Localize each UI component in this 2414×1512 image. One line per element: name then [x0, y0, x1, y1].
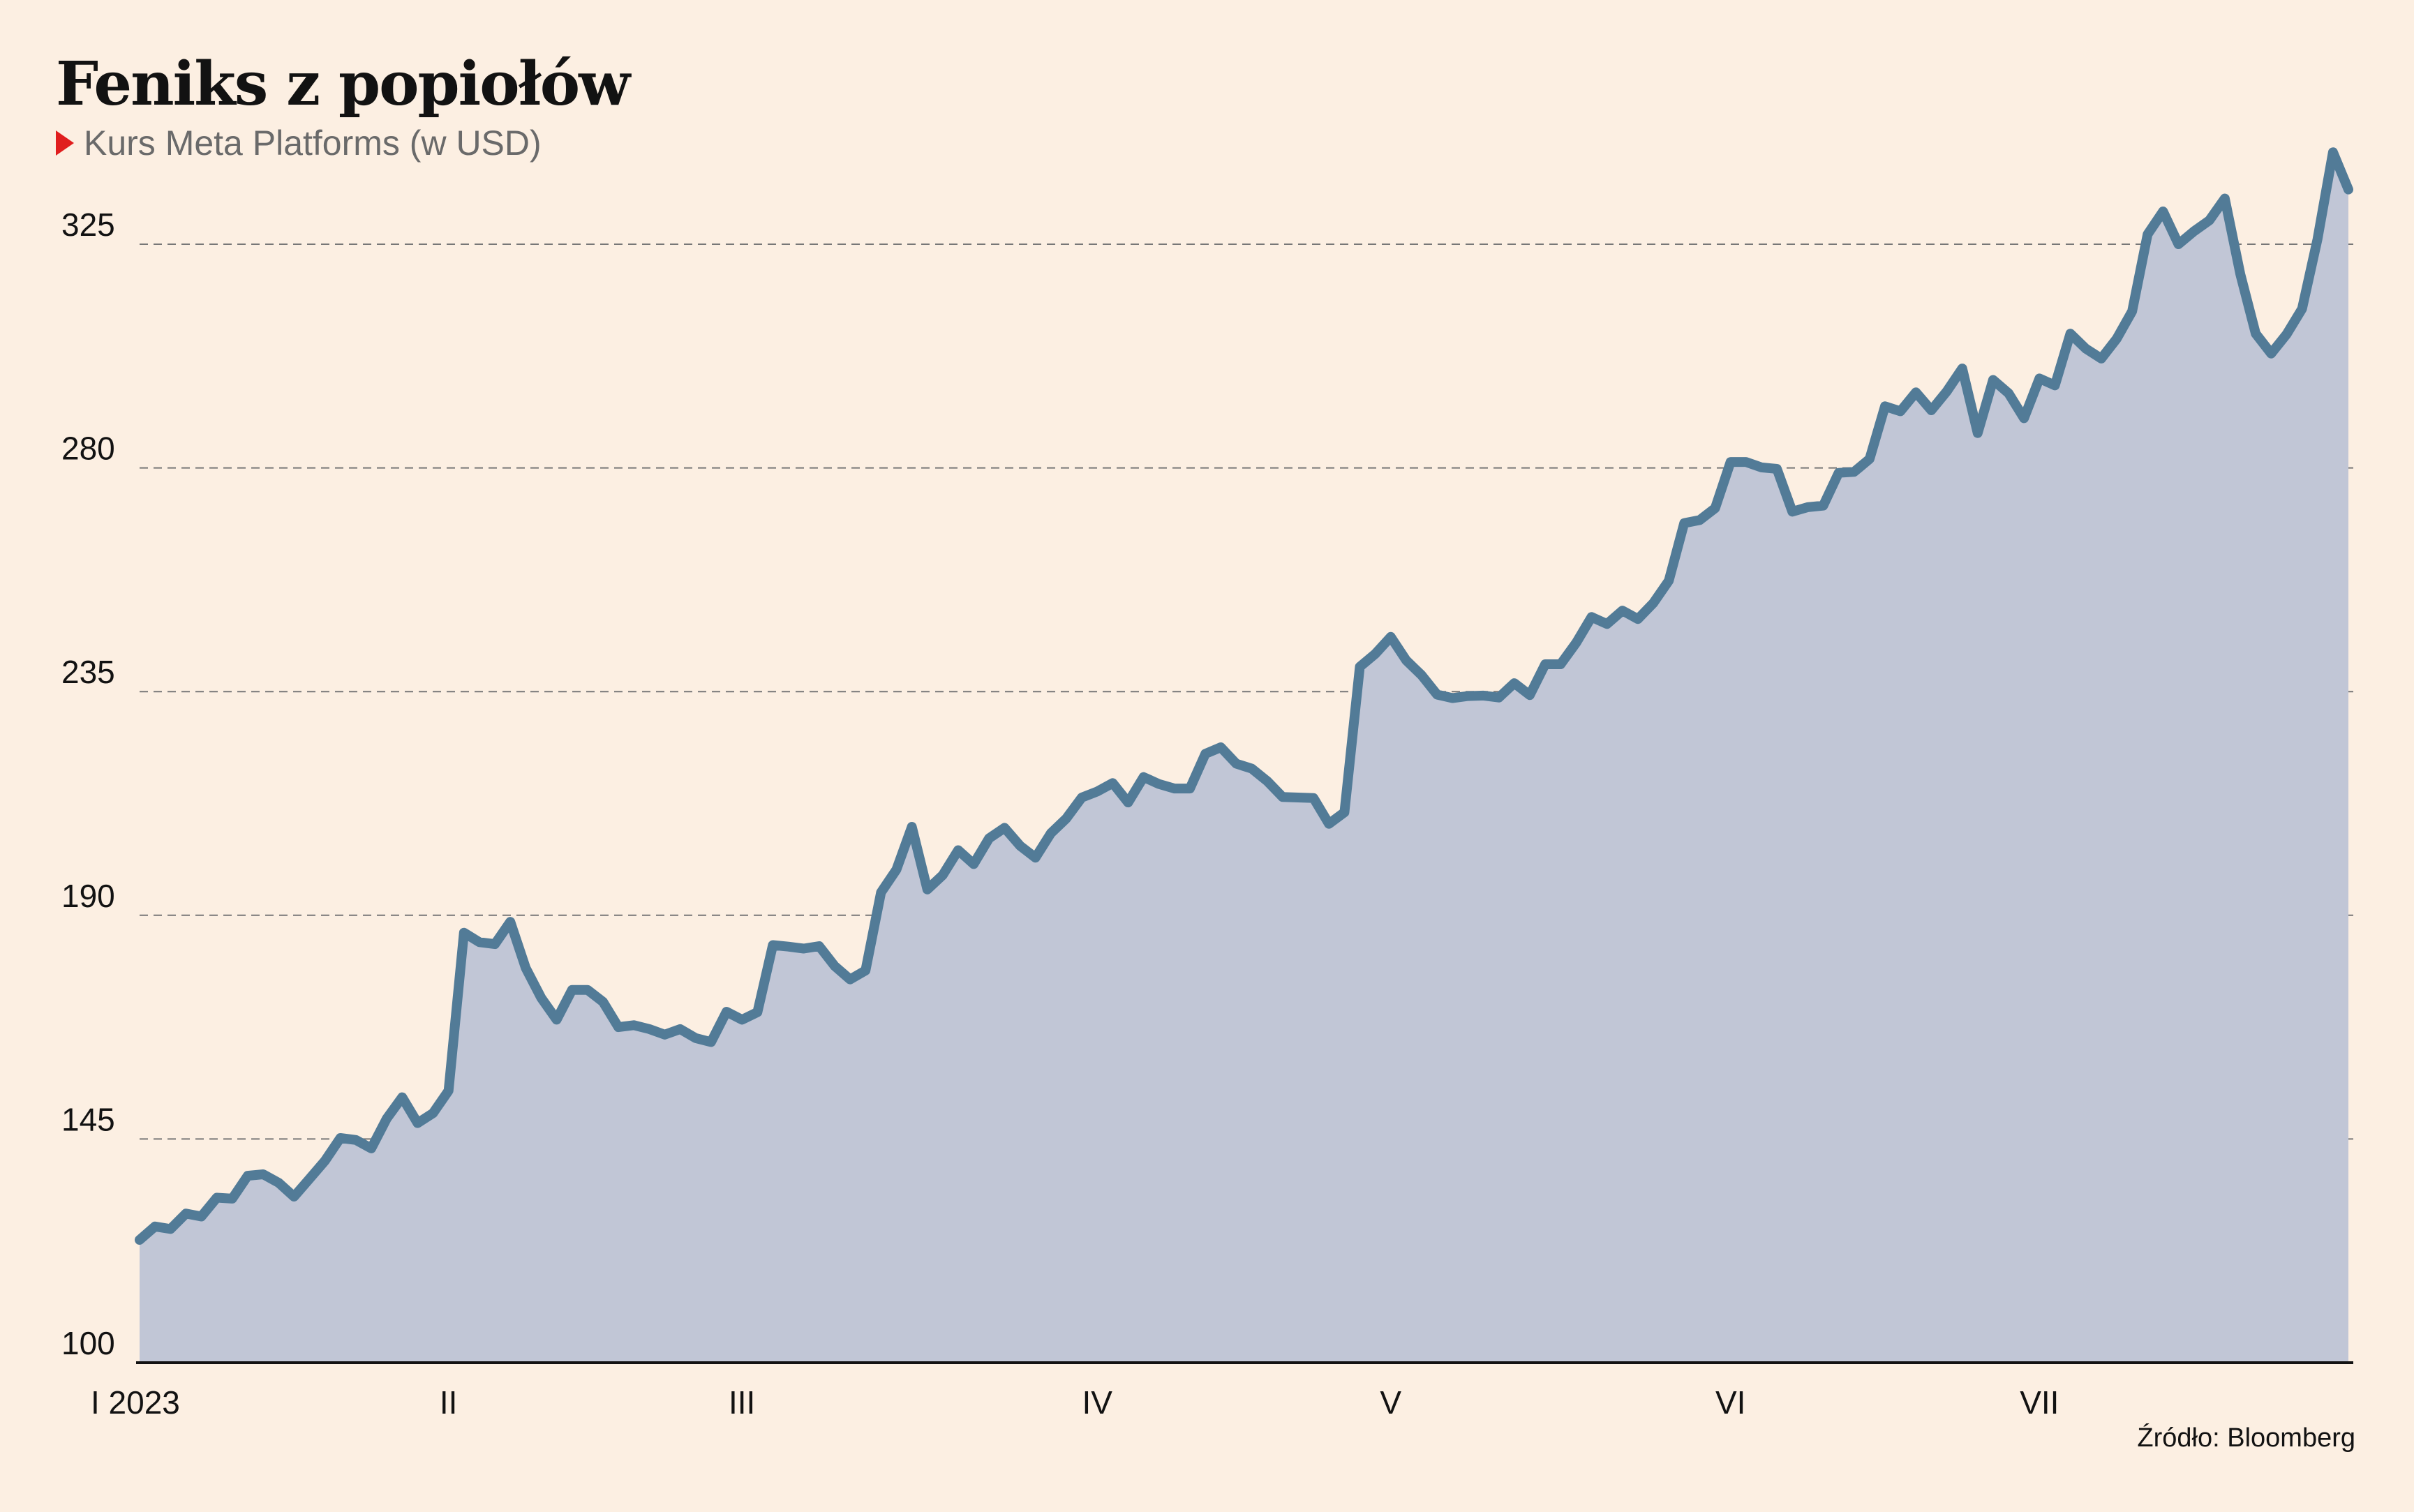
area-fill — [140, 152, 2348, 1363]
triangle-marker-icon — [56, 130, 74, 156]
x-tick-label-4: V — [1380, 1384, 1401, 1421]
x-tick-label-6: VII — [2020, 1384, 2059, 1421]
x-tick-label-1: II — [440, 1384, 458, 1421]
y-tick-label-100: 100 — [61, 1325, 115, 1361]
x-tick-label-5: VI — [1715, 1384, 1745, 1421]
price-series — [135, 147, 2353, 1245]
area-fill-path — [140, 152, 2348, 1363]
chart-subtitle: Kurs Meta Platforms (w USD) — [56, 123, 542, 163]
price-line — [135, 147, 2353, 1245]
y-tick-label-280: 280 — [61, 431, 115, 467]
x-axis-labels: I 2023 II III IV V VI VII — [91, 1384, 2059, 1421]
y-tick-label-145: 145 — [61, 1101, 115, 1137]
x-tick-label-0: I 2023 — [91, 1384, 180, 1421]
chart-subtitle-text: Kurs Meta Platforms (w USD) — [84, 123, 542, 163]
y-tick-label-325: 325 — [61, 207, 115, 243]
x-tick-label-2: III — [729, 1384, 755, 1421]
y-tick-label-190: 190 — [61, 878, 115, 914]
source-note: Źródło: Bloomberg — [2137, 1423, 2355, 1453]
x-tick-label-3: IV — [1082, 1384, 1113, 1421]
y-axis-labels: 100 145 190 235 280 325 — [61, 207, 115, 1361]
chart-title: Feniks z popiołów — [56, 49, 630, 119]
y-tick-label-235: 235 — [61, 654, 115, 690]
